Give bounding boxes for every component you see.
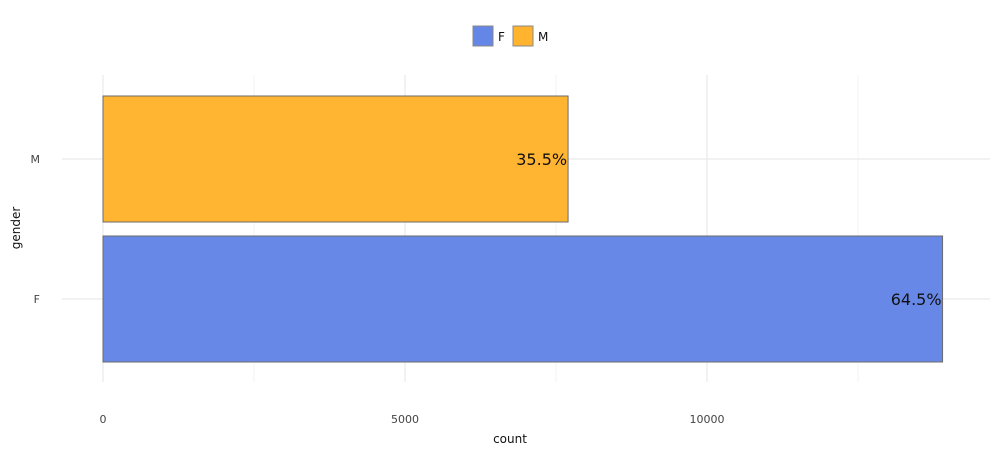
x-axis-title: count xyxy=(493,432,527,446)
legend-swatch-F xyxy=(472,25,494,47)
legend-swatch-M xyxy=(512,25,534,47)
x-tick-label: 0 xyxy=(100,413,107,426)
legend-label-F: F xyxy=(498,30,505,44)
y-axis-ticks: FM xyxy=(31,153,41,306)
y-axis-title: gender xyxy=(9,207,23,250)
y-tick-label: M xyxy=(31,153,41,166)
data-label-F: 64.5% xyxy=(891,290,942,309)
legend-label-M: M xyxy=(538,30,548,44)
x-axis-ticks: 0 5000 10000 xyxy=(100,413,725,426)
bars xyxy=(102,95,944,363)
data-labels: 64.5% 35.5% xyxy=(516,150,941,309)
data-label-M: 35.5% xyxy=(516,150,567,169)
y-tick-label: F xyxy=(34,293,40,306)
x-tick-label: 5000 xyxy=(391,413,419,426)
bar-F[interactable] xyxy=(102,235,944,363)
bar-M[interactable] xyxy=(102,95,569,223)
x-tick-label: 10000 xyxy=(690,413,725,426)
